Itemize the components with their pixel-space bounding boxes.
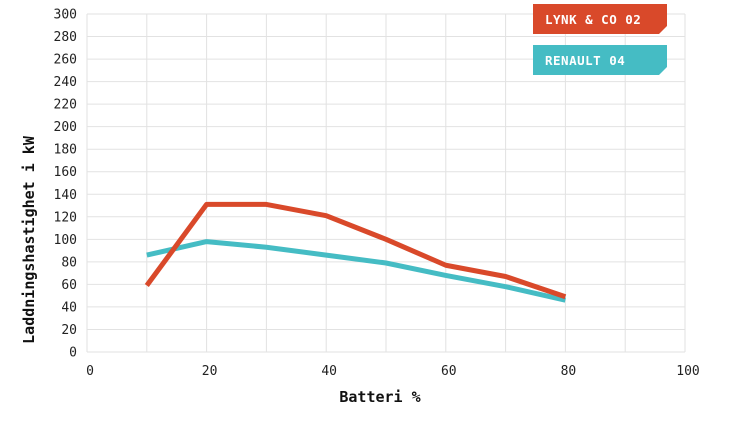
legend-swatch	[533, 4, 667, 34]
legend: LYNK & CO 02 RENAULT 04	[533, 4, 667, 75]
y-tick-label: 280	[54, 30, 77, 45]
x-tick-label: 80	[561, 364, 577, 379]
legend-label: LYNK & CO 02	[545, 12, 641, 27]
y-tick-label: 100	[54, 233, 77, 248]
x-tick-label: 40	[321, 364, 337, 379]
legend-item-renault-04: RENAULT 04	[533, 45, 667, 75]
y-tick-label: 240	[54, 75, 77, 90]
y-tick-label: 60	[61, 278, 77, 293]
y-axis-title: Laddningshastighet i kW	[20, 135, 38, 344]
series-lines	[144, 201, 567, 303]
y-tick-label: 120	[54, 210, 77, 225]
x-tick-label: 100	[676, 364, 699, 379]
x-axis-ticks: 0 20 40 60 80 100	[86, 364, 700, 379]
y-tick-label: 40	[61, 300, 77, 315]
legend-item-lynk-co-02: LYNK & CO 02	[533, 4, 667, 34]
series-line-lynk-co-02	[144, 201, 567, 300]
y-tick-label: 300	[54, 8, 77, 23]
y-tick-label: 160	[54, 165, 77, 180]
y-tick-label: 0	[69, 346, 77, 361]
y-tick-label: 20	[61, 323, 77, 338]
x-tick-label: 60	[441, 364, 457, 379]
y-axis-ticks: 0 20 40 60 80 100 120 140 160 180 200 220 240 260 280 3…	[54, 8, 77, 361]
y-tick-label: 80	[61, 255, 77, 270]
x-tick-label: 20	[202, 364, 218, 379]
y-tick-label: 140	[54, 188, 77, 203]
y-tick-label: 200	[54, 120, 77, 135]
y-tick-label: 220	[54, 98, 77, 113]
series-line-renault-04	[146, 239, 566, 303]
legend-swatch	[533, 45, 667, 75]
x-tick-label: 0	[86, 364, 94, 379]
x-axis-title: Batteri %	[339, 388, 420, 406]
y-tick-label: 260	[54, 53, 77, 68]
legend-label: RENAULT 04	[545, 53, 625, 68]
y-tick-label: 180	[54, 143, 77, 158]
